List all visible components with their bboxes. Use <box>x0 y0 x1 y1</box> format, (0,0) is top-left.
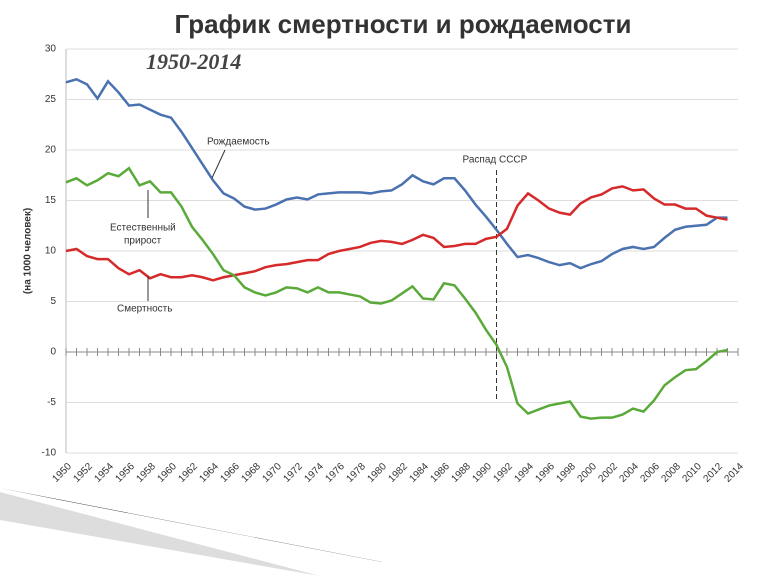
chart-subtitle: 1950-2014 <box>146 49 241 74</box>
x-tick-label: 2000 <box>575 461 599 485</box>
x-tick-label: 1982 <box>386 461 410 485</box>
x-tick-label: 1998 <box>554 461 578 485</box>
x-tick-label: 2002 <box>596 461 620 485</box>
label-leader <box>211 149 226 179</box>
x-tick-label: 1952 <box>71 461 95 485</box>
y-tick-label: 5 <box>50 296 56 307</box>
series-line <box>65 185 728 282</box>
x-tick-label: 1958 <box>134 461 158 485</box>
x-tick-label: 1966 <box>218 461 242 485</box>
x-tick-label: 1972 <box>281 461 305 485</box>
x-tick-label: 1978 <box>344 461 368 485</box>
x-tick-label: 2014 <box>722 461 746 485</box>
series-label: Смертность <box>117 304 172 315</box>
series-line <box>65 166 728 420</box>
y-tick-label: 10 <box>45 246 57 257</box>
x-tick-label: 1994 <box>512 461 536 485</box>
chart-title: График смертности и рождаемости <box>175 9 632 39</box>
y-tick-label: 0 <box>50 347 56 358</box>
y-tick-label: 30 <box>45 44 57 55</box>
x-tick-label: 1976 <box>323 461 347 485</box>
series-label: Естественный <box>110 223 176 234</box>
x-tick-label: 1988 <box>449 461 473 485</box>
x-tick-label: 2012 <box>701 461 725 485</box>
x-tick-label: 1996 <box>533 461 557 485</box>
x-tick-label: 2008 <box>659 461 683 485</box>
y-tick-label: 25 <box>45 94 57 105</box>
series-label: прирост <box>124 236 162 247</box>
x-tick-label: 1984 <box>407 461 431 485</box>
x-tick-label: 1960 <box>155 461 179 485</box>
x-tick-label: 1950 <box>50 461 74 485</box>
x-tick-label: 1954 <box>92 461 116 485</box>
x-tick-label: 1962 <box>176 461 200 485</box>
x-tick-label: 1986 <box>428 461 452 485</box>
series-line <box>65 77 728 270</box>
x-tick-label: 1964 <box>197 461 221 485</box>
series-label: Рождаемость <box>207 137 270 148</box>
decoration <box>0 492 320 576</box>
x-tick-label: 1992 <box>491 461 515 485</box>
x-tick-label: 1980 <box>365 461 389 485</box>
decoration <box>0 488 455 576</box>
x-tick-label: 1956 <box>113 461 137 485</box>
x-tick-label: 1968 <box>239 461 263 485</box>
x-tick-label: 1990 <box>470 461 494 485</box>
y-tick-label: 15 <box>45 195 57 206</box>
y-tick-label: -10 <box>42 448 57 459</box>
y-axis-label: (на 1000 человек) <box>23 208 34 294</box>
x-tick-label: 2006 <box>638 461 662 485</box>
x-tick-label: 2004 <box>617 461 641 485</box>
annotation-label: Распад СССР <box>463 155 528 166</box>
x-tick-label: 1970 <box>260 461 284 485</box>
x-tick-label: 2010 <box>680 461 704 485</box>
y-tick-label: -5 <box>47 397 56 408</box>
y-tick-label: 20 <box>45 145 57 156</box>
x-tick-label: 1974 <box>302 461 326 485</box>
